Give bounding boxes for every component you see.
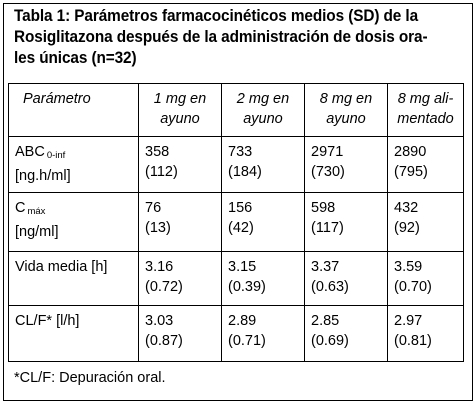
header-text: ayuno: [243, 111, 283, 127]
pharmacokinetics-table: Parámetro 1 mg en ayuno 2 mg en ayuno 8 …: [8, 83, 464, 362]
param-name: CL/F* [l/h]: [15, 313, 80, 329]
table-row: Vida media [h] 3.16 (0.72) 3.15 (0.39) 3.3…: [8, 251, 464, 306]
sd-value: (0.69): [311, 333, 349, 349]
header-8mg-fed: 8 mg ali- mentado: [387, 83, 464, 137]
mean-value: 2971: [311, 144, 344, 160]
mean-value: 432: [394, 200, 419, 216]
sd-value: (0.71): [228, 333, 266, 349]
value-cell: 2.89 (0.71): [221, 305, 305, 362]
param-name: ABC: [15, 144, 45, 160]
value-cell: 3.15 (0.39): [221, 251, 305, 306]
param-cell-clearance: CL/F* [l/h]: [8, 305, 139, 362]
value-cell: 2971 (730): [304, 136, 388, 193]
param-label: ABC 0-inf: [15, 142, 132, 166]
mean-value: 76: [145, 200, 162, 216]
sd-value: (184): [228, 164, 262, 180]
param-unit: [ng.h/ml]: [15, 168, 71, 184]
footnote: *CL/F: Depuración oral.: [14, 370, 166, 386]
sd-value: (0.39): [228, 279, 266, 295]
document-frame: [3, 3, 473, 401]
header-text: 2 mg en: [236, 91, 290, 107]
value-cell: 733 (184): [221, 136, 305, 193]
value-cell: 3.59 (0.70): [387, 251, 464, 306]
sd-value: (0.70): [394, 279, 432, 295]
sd-value: (0.81): [394, 333, 432, 349]
param-subscript: máx: [27, 206, 46, 217]
sd-value: (112): [145, 164, 178, 180]
value-cell: 3.03 (0.87): [138, 305, 222, 362]
sd-value: (117): [311, 220, 344, 236]
mean-value: 733: [228, 144, 253, 160]
mean-value: 3.16: [145, 259, 174, 275]
table-row: ABC 0-inf [ng.h/ml] 358 (112) 733 (184) 297…: [8, 136, 464, 193]
value-cell: 2890 (795): [387, 136, 464, 193]
mean-value: 3.59: [394, 259, 423, 275]
value-cell: 3.37 (0.63): [304, 251, 388, 306]
header-8mg-fasted: 8 mg en ayuno: [304, 83, 388, 137]
sd-value: (42): [228, 220, 254, 236]
mean-value: 2890: [394, 144, 427, 160]
header-text: 8 mg ali-: [397, 91, 454, 107]
header-text: ayuno: [160, 111, 200, 127]
mean-value: 2.97: [394, 313, 423, 329]
header-parameter: Parámetro: [8, 83, 139, 137]
header-text: 1 mg en: [153, 91, 207, 107]
table-row: CL/F* [l/h] 3.03 (0.87) 2.89 (0.71) 2.85 (0…: [8, 305, 464, 362]
param-unit: [ng/ml]: [15, 224, 59, 240]
param-subscript: 0-inf: [46, 150, 66, 161]
mean-value: 2.85: [311, 313, 340, 329]
caption-line: Tabla 1: Parámetros farmacocinéticos med…: [14, 7, 419, 25]
mean-value: 3.03: [145, 313, 174, 329]
mean-value: 358: [145, 144, 170, 160]
value-cell: 598 (117): [304, 192, 388, 252]
table-caption: Tabla 1: Parámetros farmacocinéticos med…: [14, 6, 436, 69]
header-text: 8 mg en: [319, 91, 373, 107]
header-2mg-fasted: 2 mg en ayuno: [221, 83, 305, 137]
sd-value: (0.63): [311, 279, 349, 295]
mean-value: 156: [228, 200, 253, 216]
sd-value: (0.72): [145, 279, 183, 295]
header-text: ayuno: [326, 111, 366, 127]
param-name: C: [15, 200, 26, 216]
value-cell: 2.85 (0.69): [304, 305, 388, 362]
mean-value: 2.89: [228, 313, 257, 329]
header-1mg-fasted: 1 mg en ayuno: [138, 83, 222, 137]
header-text: mentado: [397, 111, 454, 127]
mean-value: 3.37: [311, 259, 340, 275]
param-name: Vida media [h]: [15, 259, 108, 275]
value-cell: 76 (13): [138, 192, 222, 252]
sd-value: (92): [394, 220, 420, 236]
param-cell-abc: ABC 0-inf [ng.h/ml]: [8, 136, 139, 193]
mean-value: 598: [311, 200, 336, 216]
header-text: Parámetro: [23, 91, 91, 107]
sd-value: (795): [394, 164, 428, 180]
value-cell: 156 (42): [221, 192, 305, 252]
value-cell: 2.97 (0.81): [387, 305, 464, 362]
sd-value: (0.87): [145, 333, 183, 349]
caption-line: les únicas (n=32): [14, 49, 137, 67]
sd-value: (13): [145, 220, 171, 236]
sd-value: (730): [311, 164, 345, 180]
caption-line: Rosiglitazona después de la administraci…: [14, 28, 428, 46]
table-header-row: Parámetro 1 mg en ayuno 2 mg en ayuno 8 …: [8, 83, 464, 137]
param-cell-half-life: Vida media [h]: [8, 251, 139, 306]
value-cell: 358 (112): [138, 136, 222, 193]
value-cell: 3.16 (0.72): [138, 251, 222, 306]
mean-value: 3.15: [228, 259, 257, 275]
value-cell: 432 (92): [387, 192, 464, 252]
